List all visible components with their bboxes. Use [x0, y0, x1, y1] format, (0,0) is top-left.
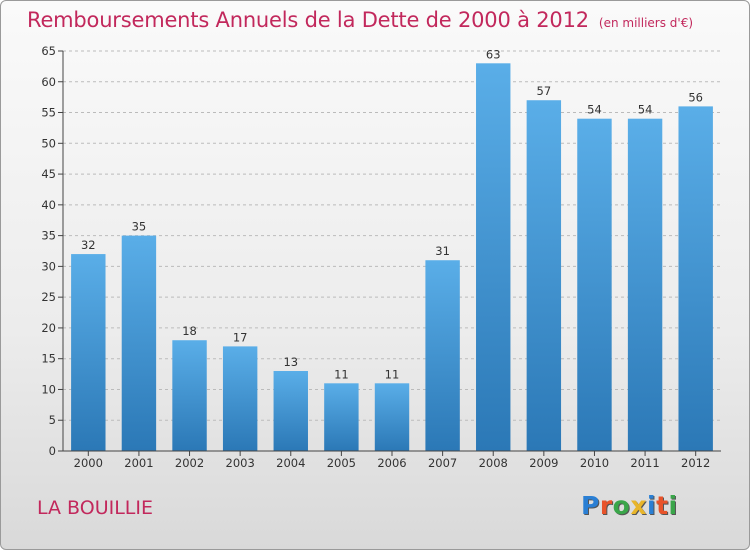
data-label: 63	[486, 47, 501, 61]
bars	[71, 63, 713, 452]
data-label: 13	[283, 355, 298, 369]
logo-letter: t	[656, 491, 669, 520]
x-tick-label: 2009	[529, 456, 558, 470]
bar	[476, 63, 511, 452]
bar	[121, 235, 157, 451]
grid-lines	[63, 50, 721, 421]
bar	[172, 340, 207, 451]
place-name: LA BOUILLIE	[37, 497, 154, 519]
bar	[678, 106, 713, 451]
data-labels: 32 35 18 17 13 11 11 31 63 57 54 54 56	[81, 47, 703, 381]
logo-letter: i	[647, 491, 657, 520]
axes: 0 5 10 15 20 25 30 35 40 45 50 55 60 65 2000 2001 2002 20…	[41, 44, 721, 470]
x-tick-label: 2012	[681, 456, 710, 470]
data-label: 56	[688, 90, 703, 104]
logo-letter: x	[630, 491, 647, 520]
bar	[374, 383, 410, 451]
data-label: 18	[182, 324, 197, 338]
y-tick-label: 0	[49, 444, 56, 458]
bar	[324, 383, 359, 451]
bar	[222, 346, 258, 451]
y-tick-label: 35	[41, 229, 56, 243]
bar	[273, 371, 308, 451]
y-tick-label: 25	[41, 290, 56, 304]
logo-letter: o	[612, 491, 631, 520]
y-tick-label: 20	[41, 321, 56, 335]
logo-letter: i	[668, 491, 678, 520]
x-tick-label: 2006	[377, 456, 406, 470]
x-tick-label: 2011	[630, 456, 659, 470]
y-tick-label: 15	[41, 352, 56, 366]
chart-unit: (en milliers d'€)	[598, 16, 694, 30]
x-tick-label: 2010	[580, 456, 609, 470]
data-label: 11	[334, 367, 349, 381]
x-tick-label: 2005	[327, 456, 356, 470]
data-label: 11	[385, 367, 400, 381]
title-row: Remboursements Annuels de la Dette de 20…	[27, 8, 693, 32]
data-label: 35	[132, 220, 147, 234]
y-tick-label: 10	[41, 382, 56, 396]
y-tick-label: 60	[41, 75, 56, 89]
x-tick-label: 2003	[226, 456, 255, 470]
data-label: 17	[233, 330, 248, 344]
bar	[71, 254, 106, 451]
data-label: 31	[435, 244, 450, 258]
y-tick-label: 50	[41, 136, 56, 150]
y-tick-label: 5	[49, 413, 56, 427]
x-tick-label: 2000	[74, 456, 103, 470]
x-tick-label: 2008	[479, 456, 508, 470]
logo-letter: P	[581, 491, 600, 520]
bar	[627, 118, 663, 451]
y-tick-label: 30	[41, 259, 56, 273]
bar	[526, 100, 562, 451]
x-tick-label: 2001	[124, 456, 153, 470]
y-tick-label: 45	[41, 167, 56, 181]
y-tick-label: 65	[41, 44, 56, 58]
chart-title: Remboursements Annuels de la Dette de 20…	[27, 8, 589, 32]
proxiti-logo: Proxiti	[581, 491, 678, 520]
y-tick-label: 40	[41, 198, 56, 212]
data-label: 54	[638, 103, 653, 117]
x-tick-label: 2004	[276, 456, 305, 470]
data-label: 57	[537, 84, 552, 98]
data-label: 32	[81, 238, 96, 252]
logo-letter: r	[599, 491, 613, 520]
x-tick-label: 2002	[175, 456, 204, 470]
x-tick-label: 2007	[428, 456, 457, 470]
y-tick-label: 55	[41, 106, 56, 120]
data-label: 54	[587, 103, 602, 117]
bar	[577, 118, 612, 451]
bar	[425, 260, 460, 451]
